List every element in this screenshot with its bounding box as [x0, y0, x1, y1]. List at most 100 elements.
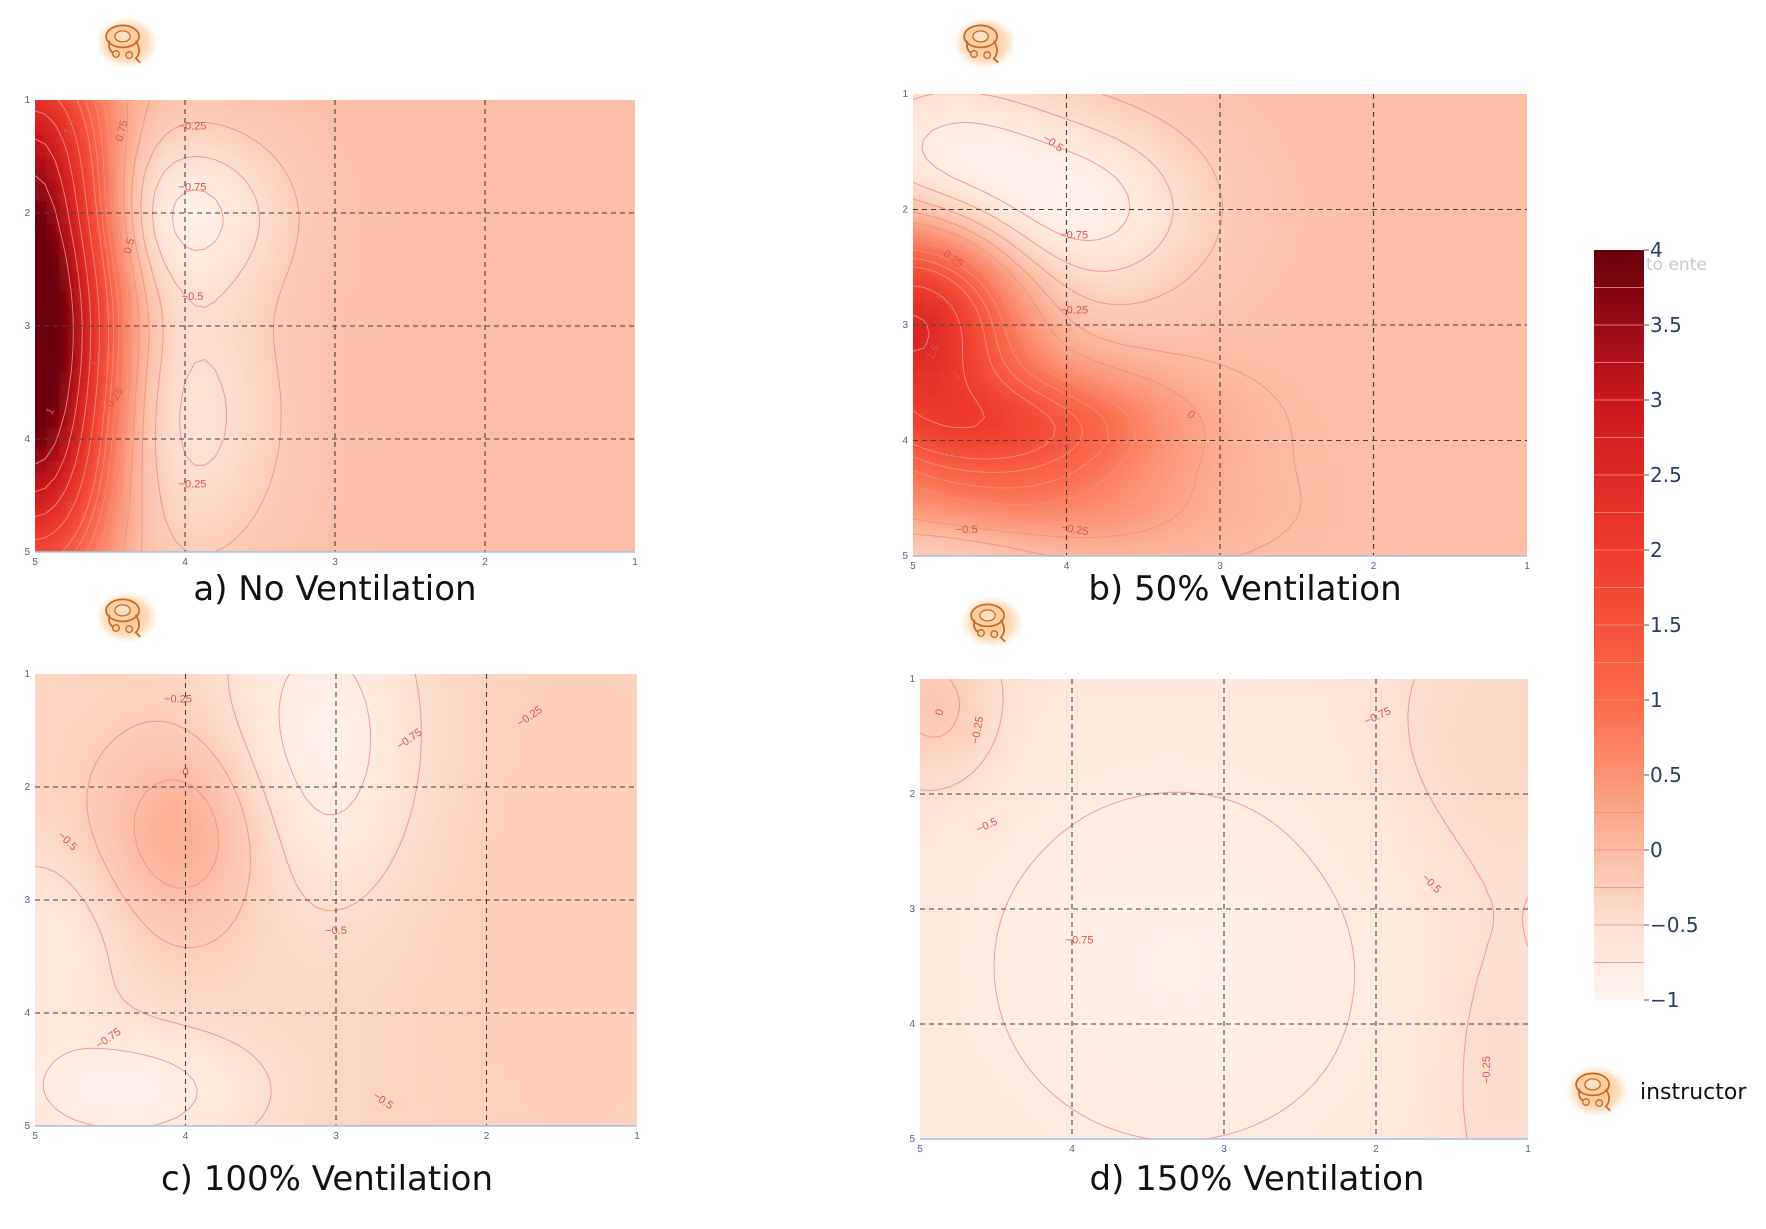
contour-label: 0.5	[122, 237, 138, 255]
heatmap-cell	[372, 314, 386, 327]
heatmap-cell	[597, 133, 611, 146]
heatmap-cell	[989, 463, 1004, 476]
heatmap-cell	[1219, 486, 1234, 499]
heatmap-cell	[1500, 174, 1515, 187]
heatmap-cell	[59, 933, 74, 946]
heatmap-cell	[247, 325, 261, 338]
heatmap-cell	[472, 144, 486, 157]
heatmap-cell	[963, 486, 978, 499]
heatmap-cell	[409, 246, 423, 259]
heatmap-cell	[1257, 313, 1272, 326]
heatmap-cell	[622, 483, 635, 496]
heatmap-cell	[1232, 116, 1247, 130]
heatmap-cell	[1091, 174, 1106, 187]
heatmap-cell	[397, 235, 411, 248]
contour-line	[913, 211, 1302, 556]
heatmap-cell	[963, 440, 978, 453]
heatmap-cell	[1245, 301, 1259, 314]
heatmap-cell	[1193, 151, 1208, 164]
heatmap-cell	[60, 77, 74, 89]
heatmap-cell	[35, 978, 36, 991]
heatmap-cell	[559, 438, 573, 451]
heatmap-cell	[259, 235, 273, 248]
heatmap-cell	[35, 696, 36, 709]
heatmap-cell	[509, 382, 523, 395]
heatmap-cell	[913, 278, 914, 291]
heatmap-cell	[259, 325, 273, 338]
heatmap-cell	[1309, 255, 1323, 268]
heatmap-cell	[597, 77, 611, 89]
heatmap-cell	[1500, 393, 1515, 407]
heatmap-cell	[559, 144, 573, 157]
heatmap-cell	[1526, 197, 1527, 211]
heatmap-cell	[1462, 463, 1477, 476]
heatmap-cell	[1449, 393, 1464, 407]
heatmap-cell	[989, 70, 1003, 83]
heatmap-cell	[1334, 440, 1349, 453]
heatmap-cell	[109, 427, 123, 440]
heatmap-cell	[1488, 232, 1502, 245]
heatmap-cell	[1475, 116, 1490, 130]
heatmap-cell	[1500, 232, 1515, 245]
heatmap-cell	[1206, 324, 1221, 338]
heatmap-cell	[397, 110, 411, 124]
heatmap-cell	[913, 451, 914, 465]
heatmap-cell	[159, 100, 173, 101]
heatmap-cell	[59, 1102, 74, 1116]
heatmap-cell	[134, 427, 148, 440]
heatmap-cell	[1500, 313, 1515, 326]
heatmap-cell	[509, 100, 523, 101]
heatmap-cell	[913, 105, 927, 118]
heatmap-cell	[1449, 451, 1464, 465]
heatmap-cell	[35, 922, 36, 935]
heatmap-cell	[584, 370, 598, 383]
heatmap-cell	[1283, 266, 1298, 280]
heatmap-cell	[247, 122, 261, 135]
heatmap-cell	[1488, 359, 1502, 372]
heatmap-cell	[447, 144, 461, 157]
heatmap-cell	[1104, 497, 1119, 511]
heatmap-cell	[1360, 255, 1374, 268]
heatmap-cell	[47, 122, 61, 135]
heatmap-cell	[297, 110, 311, 124]
heatmap-cell	[172, 110, 186, 124]
heatmap-cell	[222, 483, 236, 496]
heatmap-cell	[1270, 162, 1285, 176]
heatmap-cell	[1296, 520, 1311, 534]
heatmap-cell	[1066, 243, 1080, 257]
heatmap-cell	[1232, 289, 1247, 303]
heatmap-cell	[1334, 255, 1349, 268]
heatmap-cell	[147, 77, 161, 89]
heatmap-cell	[472, 178, 486, 191]
heatmap-cell	[622, 110, 635, 124]
heatmap-cell	[1002, 359, 1016, 372]
heatmap-cell	[59, 314, 73, 327]
heatmap-cell	[259, 348, 273, 361]
heatmap-cell	[913, 174, 914, 187]
heatmap-cell	[925, 405, 940, 418]
heatmap-cell	[35, 382, 48, 395]
heatmap-cell	[597, 178, 611, 191]
heatmap-cell	[359, 156, 373, 169]
heatmap-cell	[634, 393, 635, 406]
heatmap-cell	[1449, 313, 1464, 326]
heatmap-cell	[1078, 544, 1093, 556]
heatmap-cell	[422, 122, 436, 135]
heatmap-cell	[887, 463, 901, 476]
heatmap-cell	[938, 532, 952, 545]
heatmap-cell	[1437, 70, 1451, 83]
heatmap-cell	[1385, 509, 1400, 522]
heatmap-cell	[1411, 405, 1426, 418]
heatmap-cell	[434, 551, 448, 552]
heatmap-cell	[9, 1001, 23, 1013]
heatmap-cell	[1040, 185, 1055, 199]
heatmap-cell	[209, 167, 223, 180]
heatmap-cell	[1206, 497, 1221, 511]
heatmap-cell	[584, 472, 598, 485]
heatmap-cell	[122, 122, 136, 135]
heatmap-cell	[1424, 94, 1438, 95]
contour-label: 1.5	[61, 118, 78, 136]
heatmap-cell	[1488, 382, 1502, 395]
heatmap-cell	[1130, 428, 1144, 442]
heatmap-cell	[447, 133, 461, 146]
